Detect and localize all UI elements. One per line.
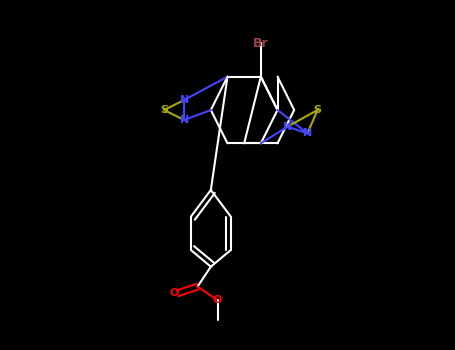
Text: N: N bbox=[283, 122, 292, 132]
Text: N: N bbox=[180, 95, 189, 105]
Text: Br: Br bbox=[253, 37, 268, 50]
Text: S: S bbox=[313, 105, 322, 115]
Text: S: S bbox=[160, 105, 168, 115]
Text: O: O bbox=[169, 288, 179, 298]
Text: O: O bbox=[213, 295, 222, 305]
Text: N: N bbox=[180, 115, 189, 125]
Text: N: N bbox=[303, 128, 312, 138]
